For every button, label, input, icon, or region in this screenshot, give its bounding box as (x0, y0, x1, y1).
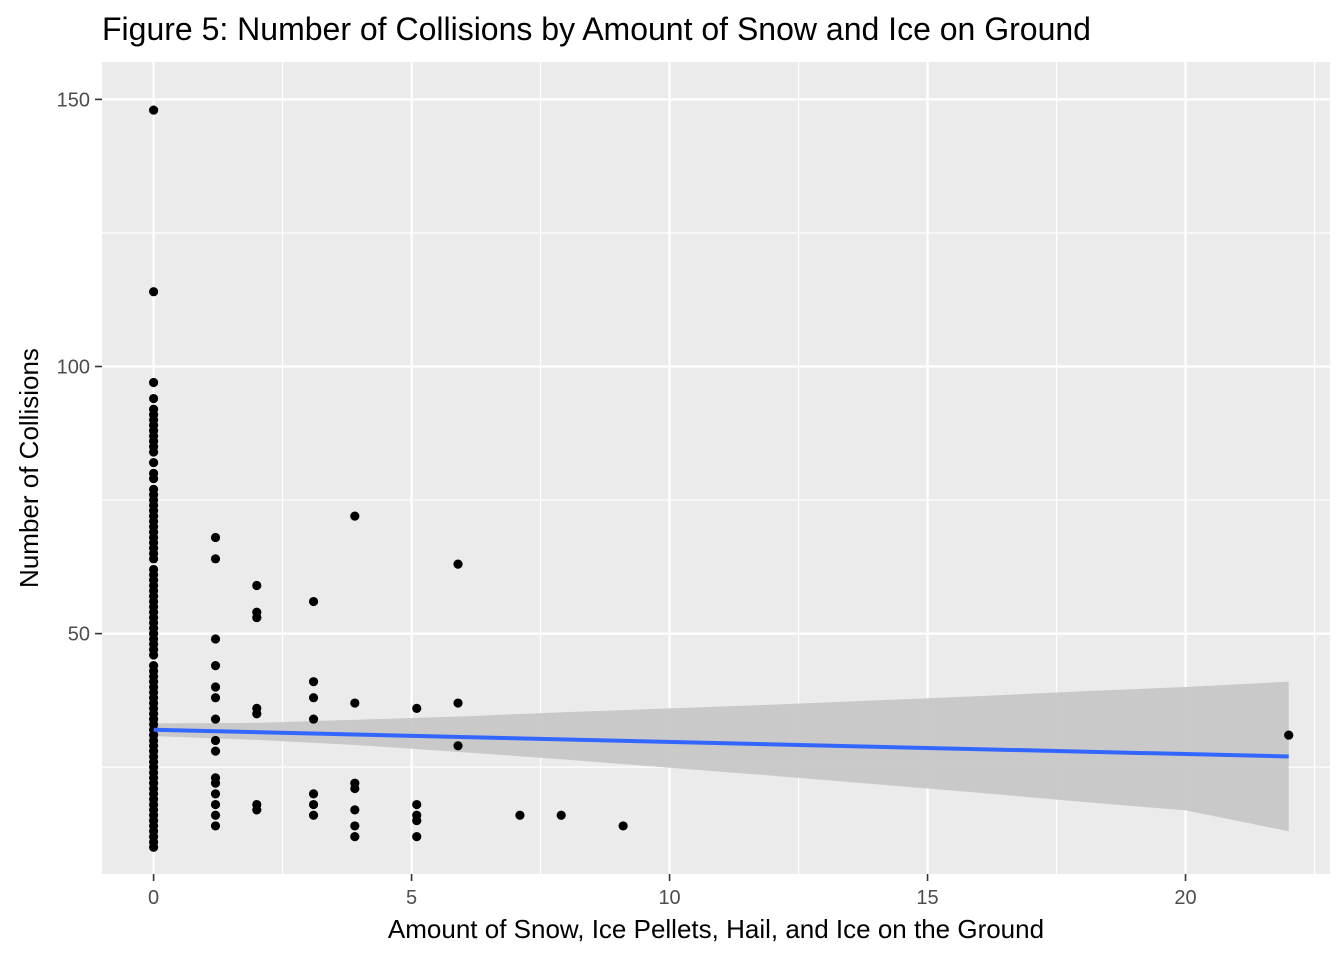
data-point (308, 714, 319, 724)
data-point (350, 805, 360, 815)
data-point (210, 735, 221, 746)
data-point (308, 596, 319, 607)
y-tick-label: 150 (57, 89, 90, 111)
data-point (148, 393, 159, 404)
data-point (210, 789, 221, 799)
data-point (210, 714, 221, 724)
data-point (210, 661, 221, 671)
chart-title: Figure 5: Number of Collisions by Amount… (102, 11, 1091, 47)
data-point (148, 105, 159, 115)
data-point (148, 447, 159, 457)
data-point (350, 832, 360, 842)
data-point (148, 474, 159, 484)
data-point (252, 805, 262, 815)
data-point (252, 580, 262, 591)
data-point (252, 709, 262, 719)
data-point (148, 377, 159, 388)
confidence-band-layer (153, 681, 1289, 832)
data-point (210, 799, 221, 810)
data-point (350, 511, 360, 521)
x-axis: 0 5 10 15 20 (148, 874, 1197, 909)
data-point (210, 746, 221, 756)
data-point (412, 799, 422, 810)
data-point (148, 554, 159, 564)
y-tick-label: 100 (57, 357, 90, 379)
data-point (210, 554, 221, 564)
data-point (308, 677, 319, 687)
y-tick-label: 50 (68, 624, 90, 646)
regression-line (153, 727, 1289, 759)
data-point (350, 698, 360, 708)
x-tick-label: 0 (148, 887, 159, 909)
data-point (252, 612, 262, 623)
data-point (350, 783, 360, 794)
data-point (412, 703, 422, 713)
data-point (148, 287, 159, 297)
data-point (308, 810, 319, 820)
data-point (412, 815, 422, 826)
data-point (210, 682, 221, 692)
data-point (453, 741, 463, 751)
data-point (148, 650, 159, 660)
data-point (308, 799, 319, 810)
data-point (210, 532, 221, 543)
confidence-band (153, 681, 1289, 832)
data-point (350, 821, 360, 831)
x-tick-label: 5 (406, 887, 417, 909)
data-point (210, 821, 221, 831)
data-point (515, 810, 525, 820)
fit-line-layer (153, 727, 1289, 759)
x-tick-label: 15 (916, 887, 938, 909)
data-point (210, 634, 221, 644)
data-point (210, 778, 221, 788)
data-point (618, 821, 628, 831)
points-layer (148, 105, 1294, 852)
data-point (453, 559, 463, 569)
x-tick-label: 20 (1174, 887, 1196, 909)
data-point (308, 693, 319, 703)
data-point (210, 810, 221, 820)
data-point (210, 693, 221, 703)
data-point (453, 698, 463, 708)
y-axis-label: Number of Collisions (14, 348, 44, 588)
x-axis-label: Amount of Snow, Ice Pellets, Hail, and I… (388, 914, 1044, 944)
x-tick-label: 10 (658, 887, 680, 909)
data-point (148, 458, 159, 468)
data-point (148, 842, 159, 852)
data-point (556, 810, 566, 820)
data-point (308, 789, 319, 799)
data-point (1284, 730, 1294, 740)
data-point (412, 832, 422, 842)
y-axis: 50 100 150 (57, 89, 102, 646)
